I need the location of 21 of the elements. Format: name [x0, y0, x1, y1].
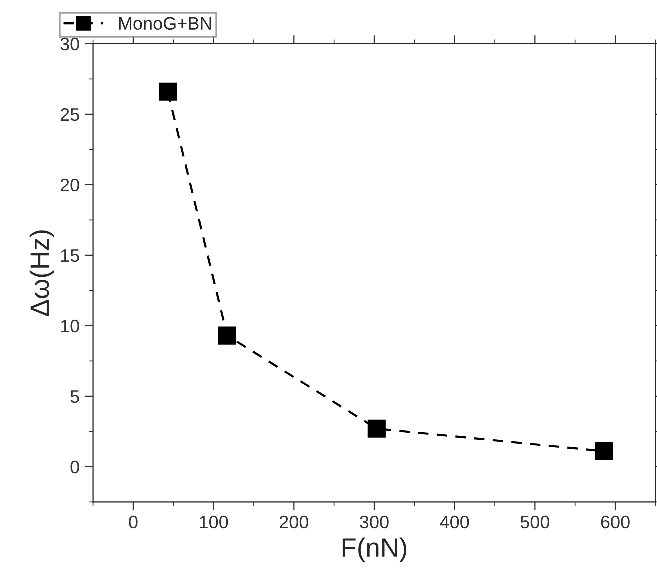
x-axis-title: F(nN) [342, 538, 407, 562]
x-tick-label: 300 [360, 516, 389, 529]
y-tick-label: 30 [60, 38, 80, 51]
point [595, 442, 614, 460]
point [158, 82, 178, 101]
legend-label: MonoG+BN [119, 17, 212, 30]
x-tick-label: 400 [440, 516, 470, 529]
y-tick-label: 15 [61, 250, 80, 262]
x-tick-label: 200 [280, 516, 309, 529]
y-tick-label: 5 [70, 390, 80, 404]
y-tick-label: 10 [61, 320, 80, 333]
point [218, 326, 236, 345]
x-tick-label: 100 [200, 516, 228, 529]
y-axis-title: Δω(Hz) [30, 230, 54, 316]
y-tick-label: 25 [60, 108, 80, 122]
y-tick-label: 20 [60, 178, 80, 192]
y-tick-label: 0 [70, 460, 80, 474]
point [368, 420, 386, 438]
x-tick-label: 0 [129, 516, 138, 529]
x-tick-label: 500 [520, 516, 550, 529]
x-tick-label: 600 [601, 516, 630, 529]
